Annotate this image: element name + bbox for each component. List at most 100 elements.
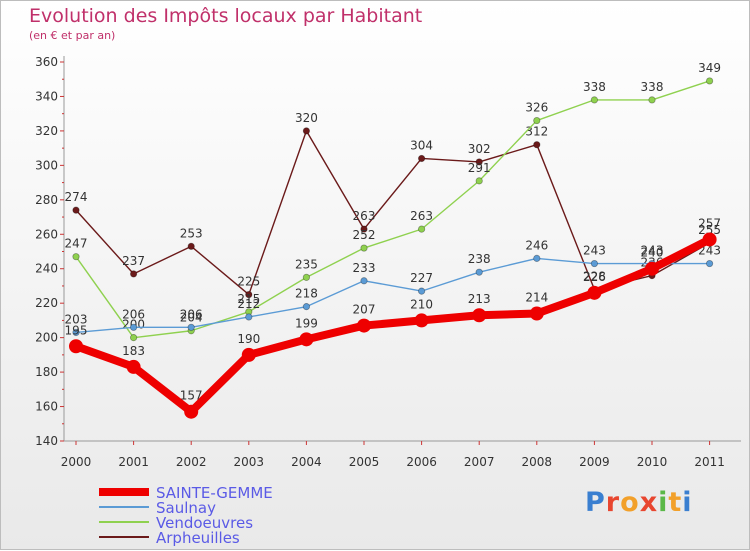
data-label: 291	[468, 161, 491, 175]
data-label: 243	[641, 244, 664, 258]
chart-title: Evolution des Impôts locaux par Habitant	[29, 5, 423, 27]
series-line-saulnay	[75, 257, 711, 334]
legend-swatch	[99, 521, 149, 523]
data-point	[187, 323, 195, 331]
data-label: 304	[410, 138, 433, 152]
legend-swatch	[99, 488, 149, 496]
x-tick-label: 2006	[406, 455, 437, 469]
x-tick-label: 2000	[61, 455, 92, 469]
data-label: 210	[410, 297, 433, 311]
x-tick-label: 2002	[176, 455, 207, 469]
data-label: 226	[583, 270, 606, 284]
data-label: 207	[353, 303, 376, 317]
data-label: 253	[180, 226, 203, 240]
data-point	[302, 127, 310, 135]
data-label: 252	[353, 228, 376, 242]
data-label: 243	[698, 244, 721, 258]
logo-letter: o	[620, 487, 640, 518]
data-label: 206	[122, 307, 145, 321]
data-label: 255	[698, 223, 721, 237]
data-point	[360, 244, 368, 252]
data-label: 320	[295, 111, 318, 125]
data-point	[533, 141, 541, 149]
data-label: 157	[180, 389, 203, 403]
data-point	[126, 359, 141, 374]
data-label: 312	[525, 125, 548, 139]
data-label: 214	[525, 291, 548, 305]
data-point	[414, 313, 429, 328]
data-point	[360, 277, 368, 285]
data-point	[299, 332, 314, 347]
data-point	[590, 96, 599, 104]
series-line-vendoeuvres	[75, 80, 711, 339]
chart-subtitle: (en € et par an)	[29, 29, 116, 42]
y-tick-label: 280	[35, 193, 58, 207]
data-label: 274	[65, 190, 88, 204]
x-tick-label: 2001	[118, 455, 149, 469]
data-label: 238	[468, 252, 491, 266]
data-label: 246	[525, 238, 548, 252]
x-tick-label: 2009	[579, 455, 610, 469]
data-label: 338	[583, 80, 606, 94]
data-point	[130, 334, 138, 342]
legend-label: Arpheuilles	[156, 529, 240, 547]
data-point	[302, 303, 310, 311]
data-point	[587, 285, 602, 300]
data-label: 240	[641, 246, 664, 260]
y-tick-label: 160	[35, 400, 58, 414]
data-label: 203	[65, 312, 88, 326]
data-point	[130, 323, 138, 331]
data-label: 302	[468, 142, 491, 156]
series-line-arpheuilles	[75, 130, 711, 296]
data-point	[705, 77, 714, 85]
data-label: 235	[295, 257, 318, 271]
logo-letter: r	[605, 487, 621, 518]
data-point	[475, 177, 483, 185]
legend-swatch	[99, 506, 149, 508]
data-point	[187, 242, 195, 250]
data-point	[648, 96, 656, 104]
x-tick-label: 2008	[522, 455, 553, 469]
data-point	[72, 253, 80, 261]
data-point	[472, 308, 487, 323]
y-tick-label: 200	[35, 331, 58, 345]
legend-label: Vendoeuvres	[156, 514, 254, 532]
data-point	[69, 339, 83, 354]
data-point	[72, 206, 80, 214]
data-label: 212	[237, 297, 260, 311]
data-point	[645, 261, 659, 276]
y-tick-label: 360	[35, 55, 58, 69]
data-point	[529, 306, 544, 321]
data-point	[130, 270, 138, 278]
logo-letter: t	[668, 487, 683, 518]
y-tick-label: 260	[35, 227, 58, 241]
data-label: 204	[180, 311, 203, 325]
data-point	[417, 287, 426, 295]
proxiti-logo: Proxiti	[585, 487, 693, 518]
data-label: 263	[353, 209, 376, 223]
data-point	[475, 268, 483, 276]
data-label: 228	[583, 269, 606, 283]
data-label: 326	[525, 101, 548, 115]
data-point	[360, 225, 368, 233]
data-label: 227	[410, 271, 433, 285]
series-line-sainte-gemme	[72, 235, 714, 416]
data-label: 263	[410, 209, 433, 223]
data-label: 213	[468, 292, 491, 306]
data-label: 233	[353, 261, 376, 275]
logo-letter: x	[639, 487, 659, 518]
data-point	[533, 116, 541, 125]
data-point	[417, 225, 426, 233]
data-label: 237	[122, 254, 145, 268]
y-tick-label: 320	[35, 124, 58, 138]
y-tick-label: 180	[35, 365, 58, 379]
data-point	[72, 328, 80, 337]
data-label: 349	[698, 61, 721, 75]
data-label: 190	[237, 332, 260, 346]
data-point	[417, 154, 426, 163]
x-tick-label: 2005	[349, 455, 380, 469]
data-point	[590, 259, 599, 268]
x-tick-label: 2010	[637, 455, 668, 469]
